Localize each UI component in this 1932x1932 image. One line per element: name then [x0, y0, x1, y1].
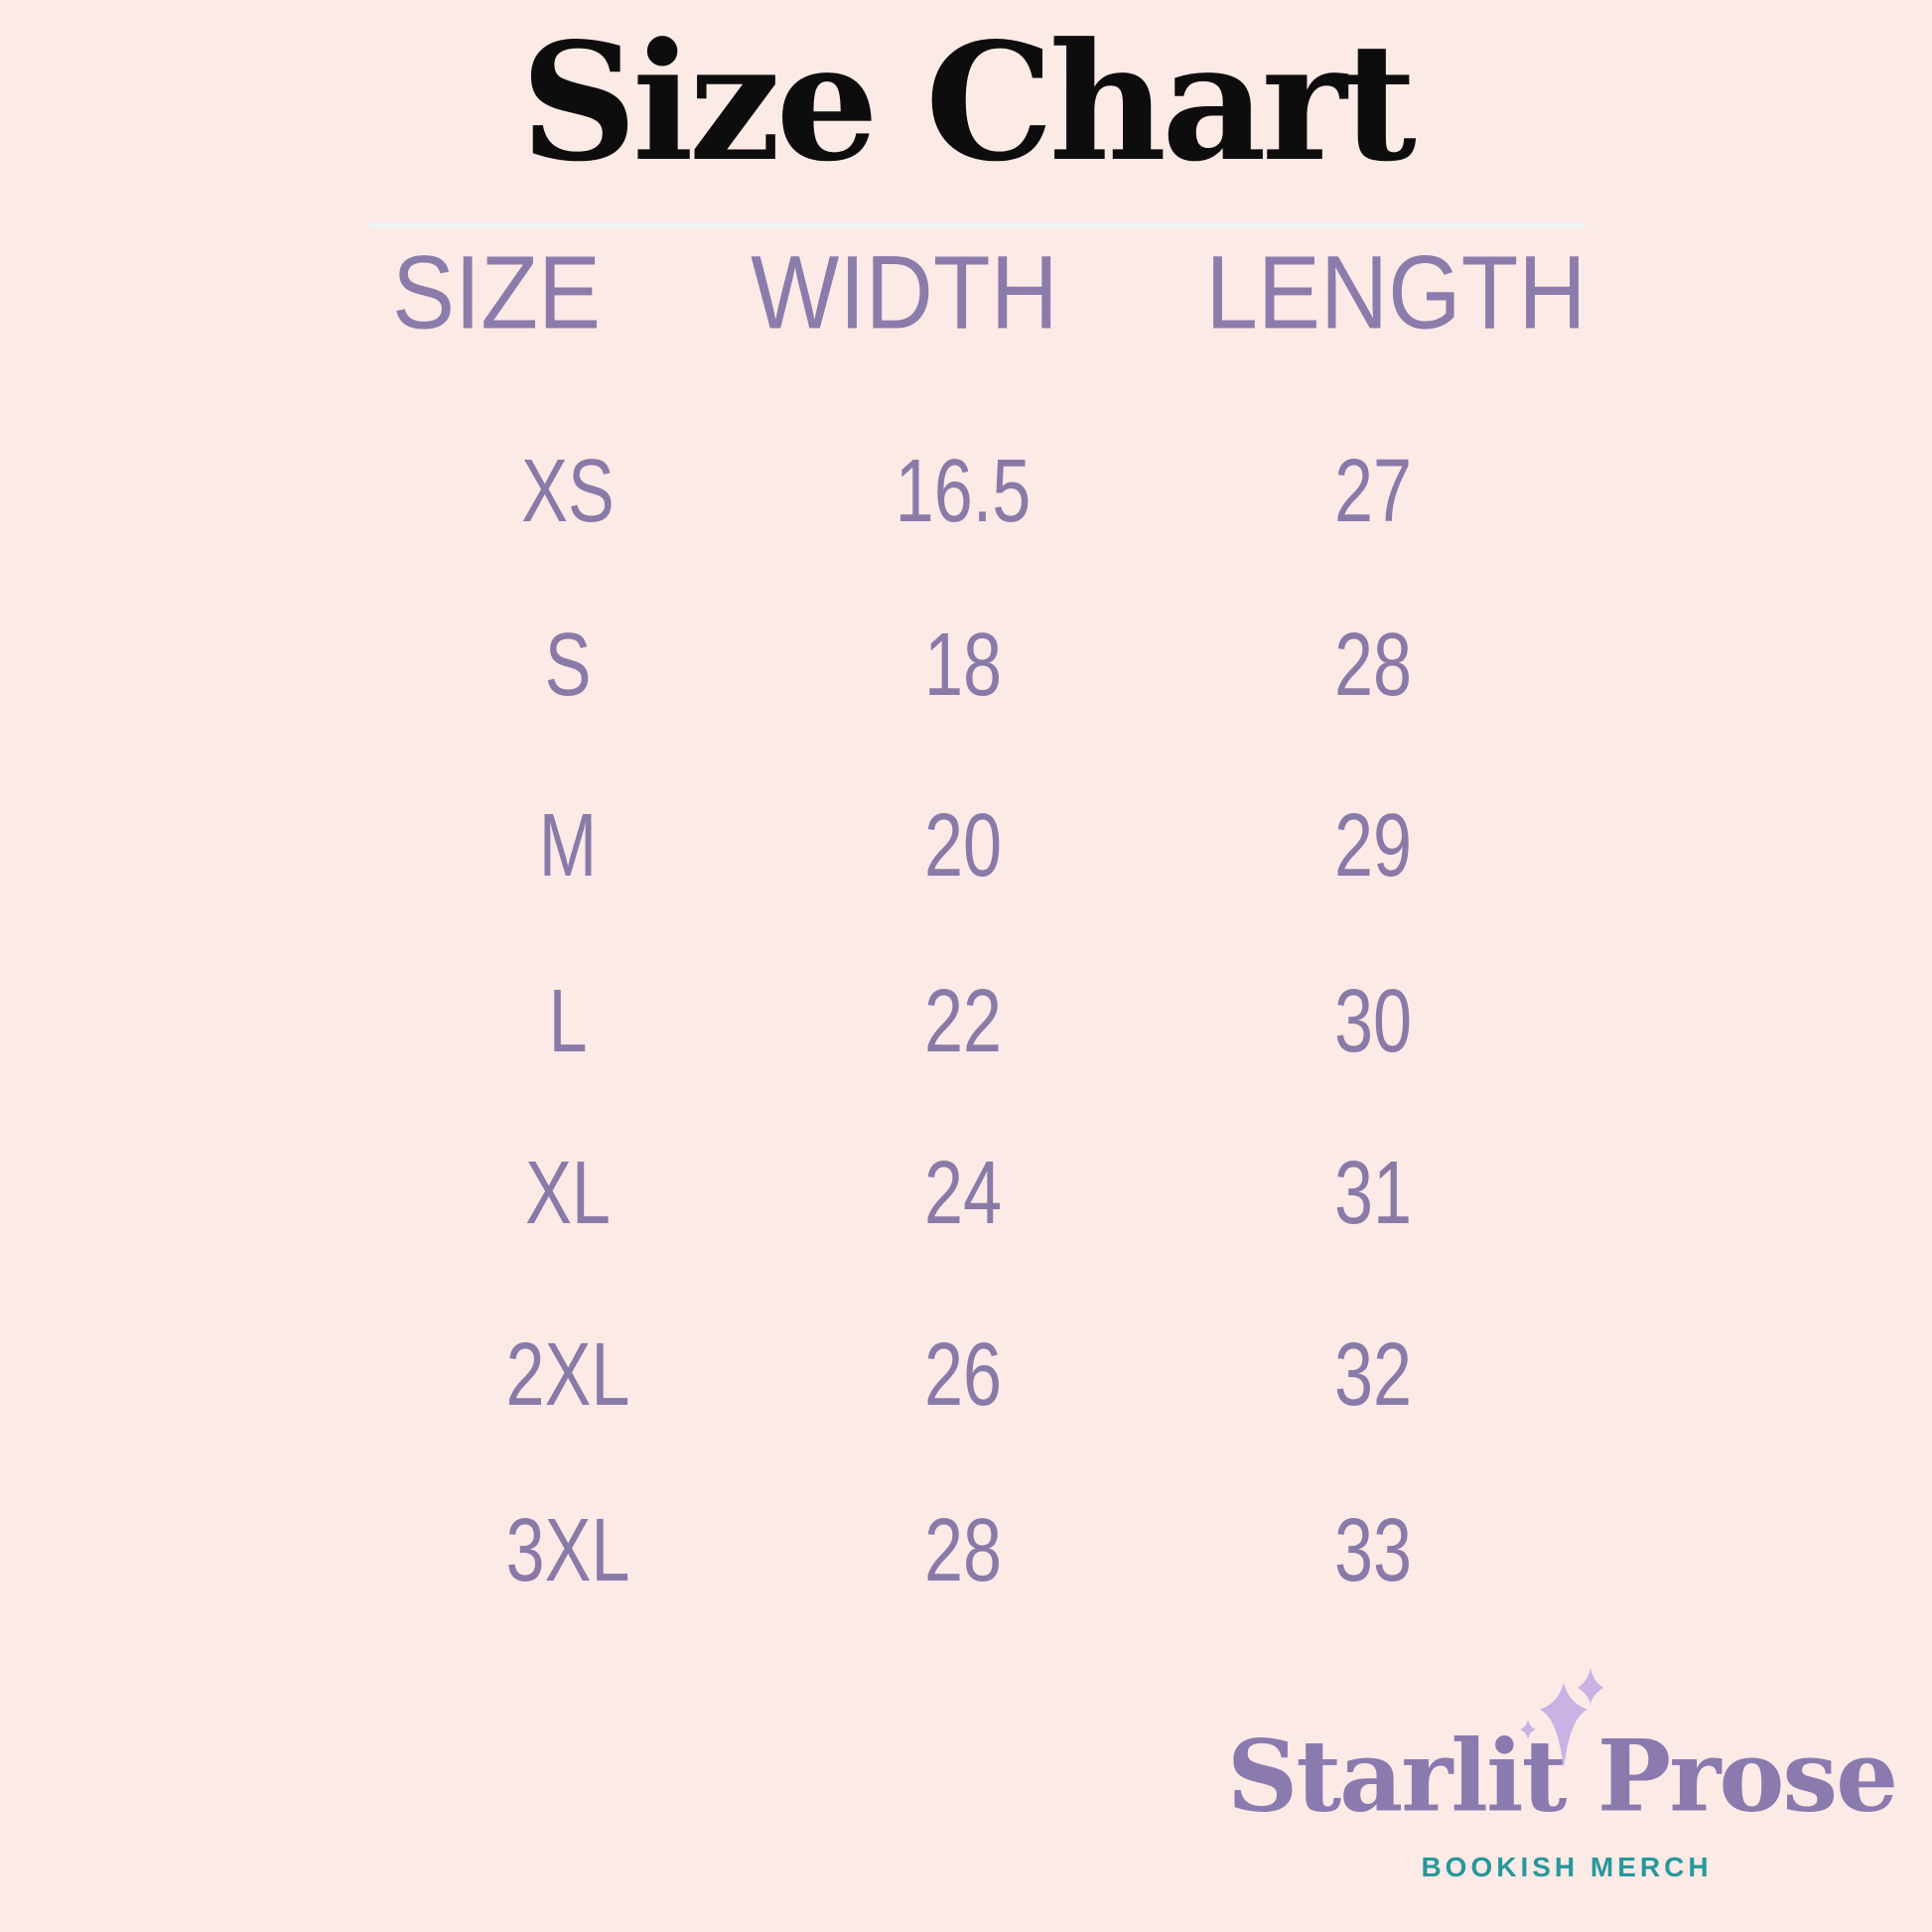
- cell-length: 28: [1333, 616, 1413, 715]
- cell-width: 26: [923, 1325, 1003, 1425]
- cell-width: 18: [923, 616, 1003, 715]
- cell-size: 3XL: [505, 1501, 630, 1600]
- cell-width: 24: [923, 1144, 1003, 1243]
- cell-width: 16.5: [895, 442, 1032, 541]
- header-cell-width: WIDTH: [751, 234, 1058, 351]
- cell-length: 31: [1333, 1144, 1413, 1243]
- cell-length: 30: [1333, 972, 1413, 1071]
- cell-length: 27: [1333, 442, 1413, 541]
- cell-width: 28: [923, 1501, 1003, 1600]
- cell-size: XS: [521, 442, 615, 541]
- header-divider: [369, 222, 1586, 228]
- cell-width: 20: [923, 796, 1003, 896]
- cell-size: XL: [525, 1144, 611, 1243]
- cell-size: L: [548, 972, 588, 1071]
- cell-length: 33: [1333, 1501, 1413, 1600]
- cell-size: S: [544, 616, 592, 715]
- cell-size: M: [538, 796, 598, 896]
- cell-length: 32: [1333, 1325, 1413, 1425]
- cell-size: 2XL: [505, 1325, 630, 1425]
- brand-name: Starlit Prose: [1226, 1719, 1898, 1835]
- cell-length: 29: [1333, 796, 1413, 896]
- header-cell-size: SIZE: [391, 234, 602, 351]
- cell-width: 22: [923, 972, 1003, 1071]
- sparkles-icon: [1520, 1668, 1603, 1769]
- page-title: Size Chart: [520, 7, 1417, 198]
- header-cell-length: LENGTH: [1205, 234, 1587, 351]
- brand-tagline: BOOKISH MERCH: [1421, 1852, 1713, 1882]
